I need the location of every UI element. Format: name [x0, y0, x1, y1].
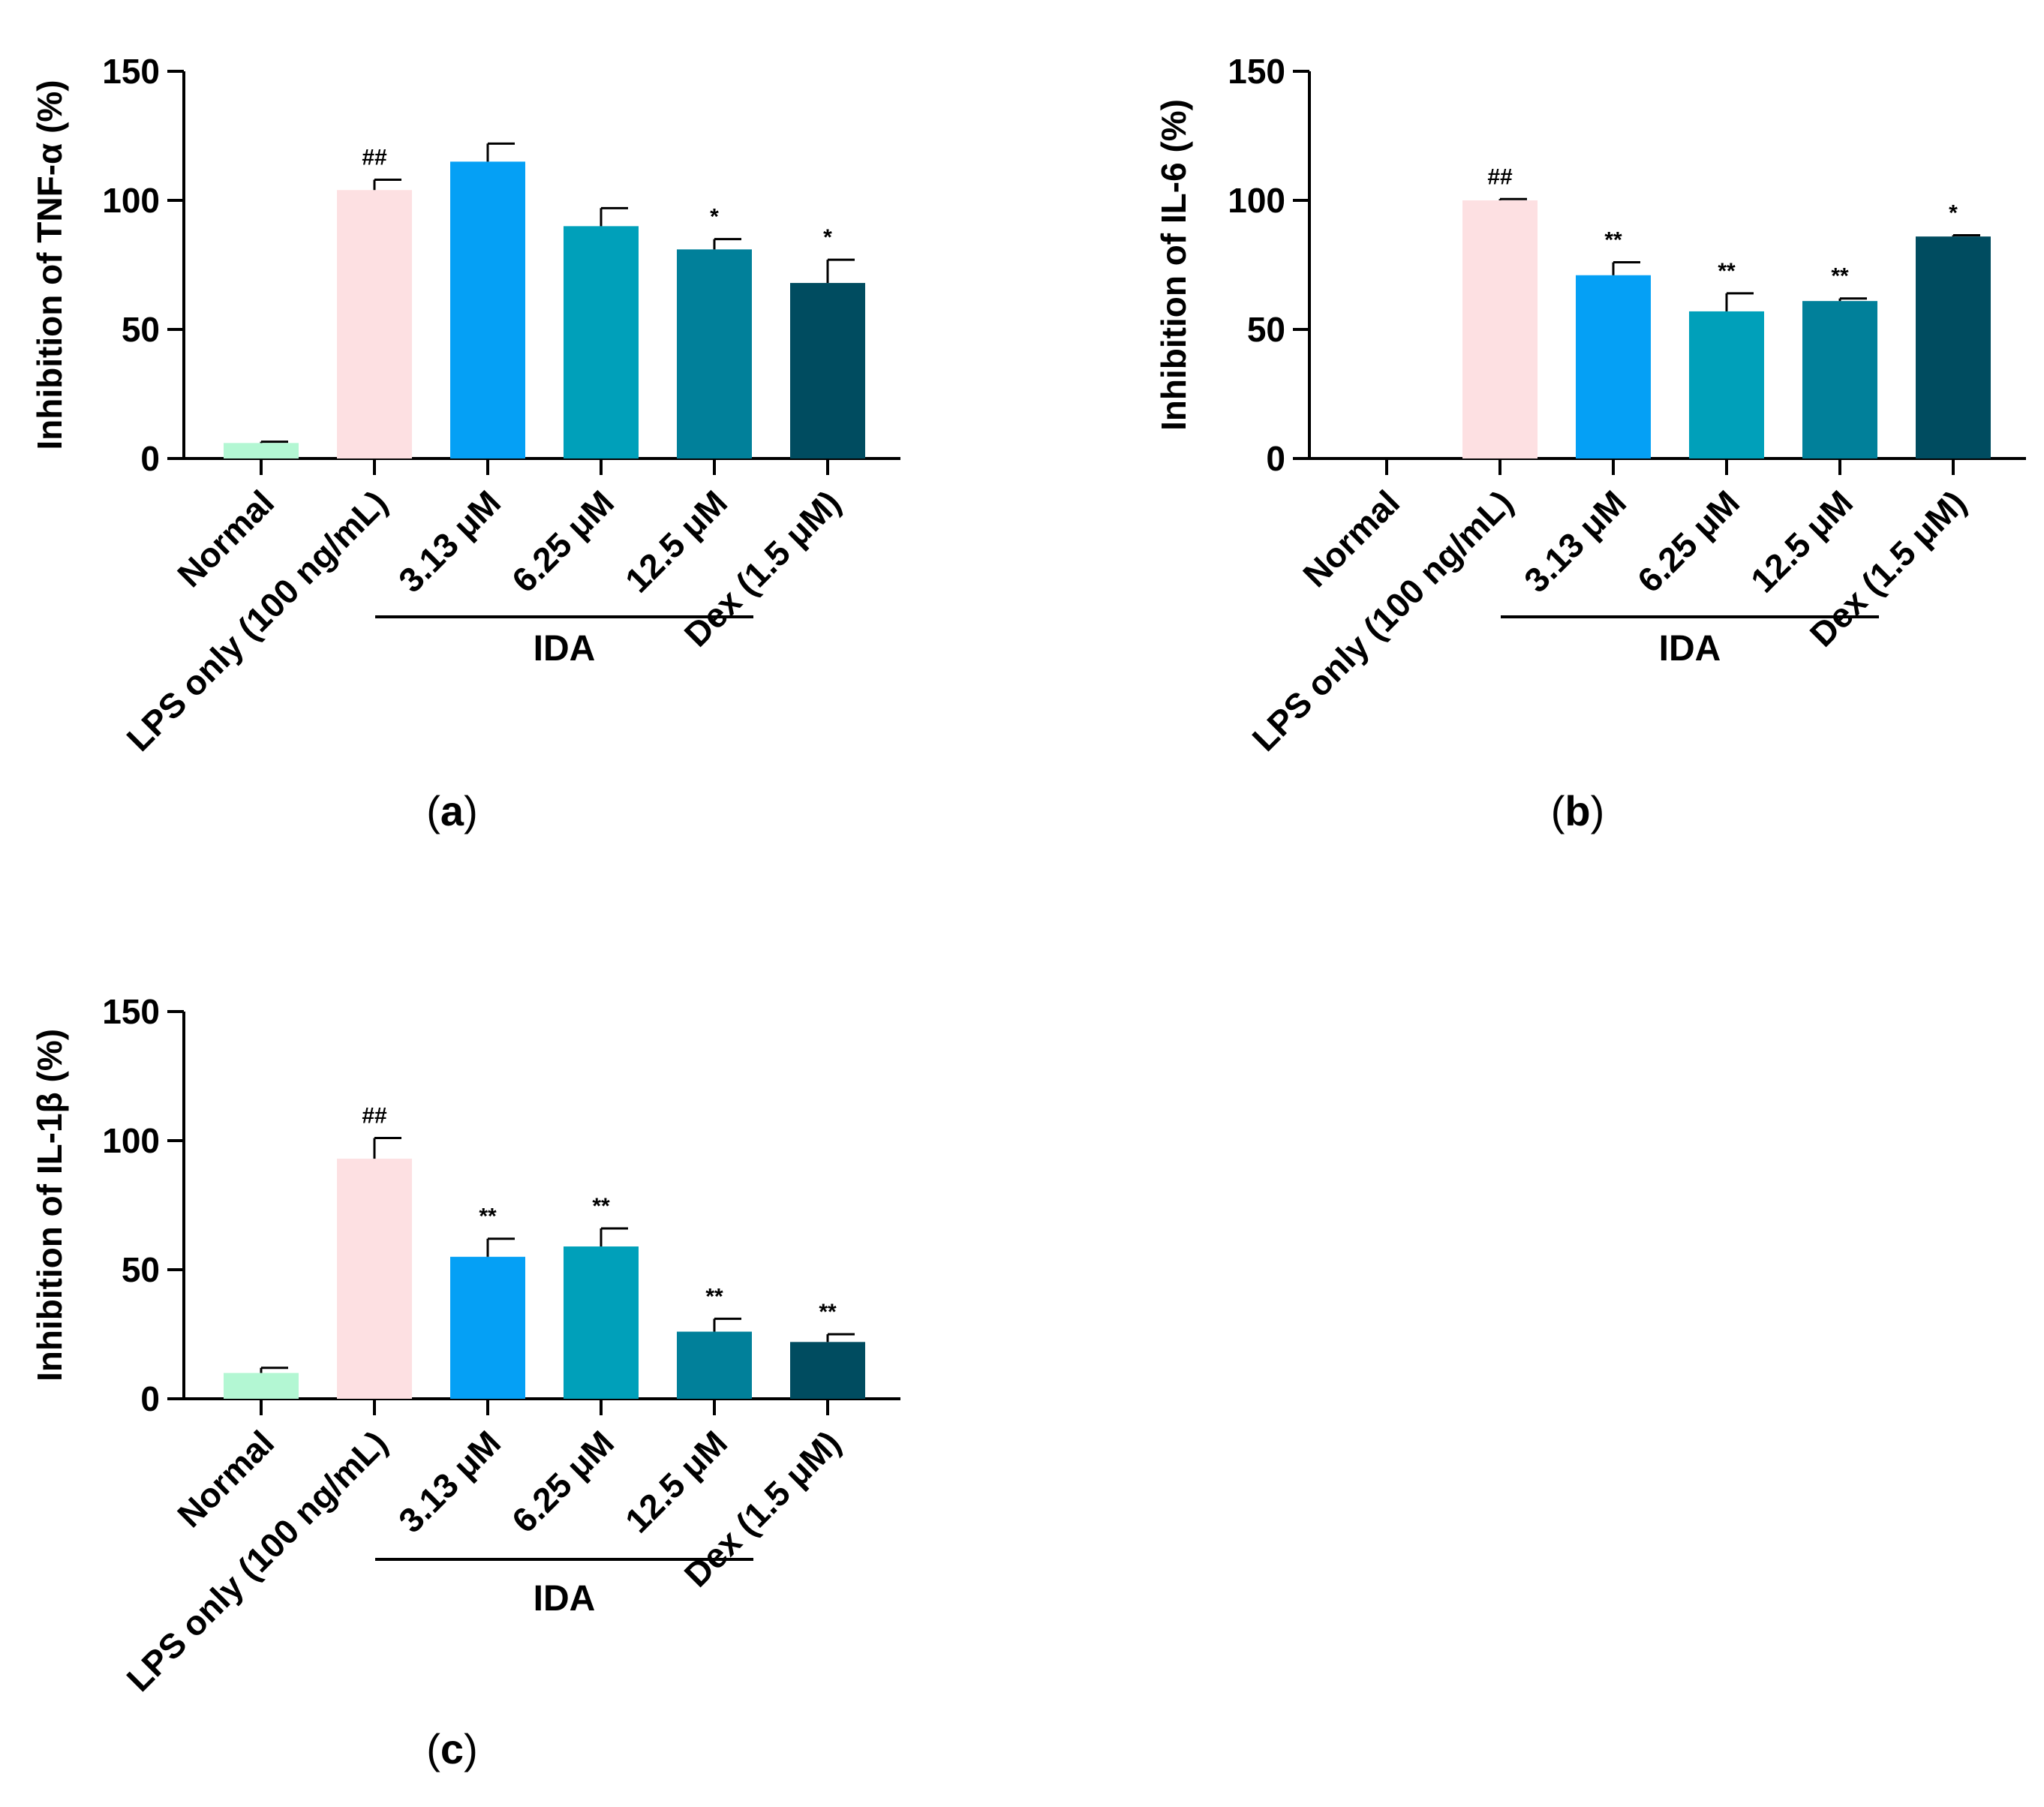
y-tick-label: 100 — [102, 181, 160, 220]
bar — [564, 226, 639, 459]
group-label: IDA — [534, 1579, 596, 1619]
panel-label: (b) — [1551, 787, 1605, 834]
chart-panel-c: 0 50 100 150 Inhibition of IL-1β (%) Normal ##… — [30, 992, 900, 1772]
y-tick-label: 50 — [122, 310, 160, 349]
significance-marker: ** — [479, 1204, 497, 1229]
y-axis-label: Inhibition of TNF-α (%) — [30, 80, 69, 449]
category-label: 6.25 μM — [1630, 483, 1747, 600]
panel-label: (c) — [426, 1725, 477, 1772]
y-tick-label: 150 — [102, 52, 160, 91]
y-tick-label: 0 — [140, 439, 160, 478]
bar — [1576, 275, 1651, 459]
bar — [224, 443, 299, 459]
panel-label-close: ) — [464, 787, 478, 834]
significance-marker: ** — [1831, 264, 1849, 289]
bar — [1802, 301, 1877, 459]
significance-marker: ** — [705, 1284, 723, 1309]
bar — [1916, 236, 1991, 459]
significance-marker: * — [710, 205, 719, 230]
bar — [1462, 200, 1538, 459]
panel-label-letter: a — [440, 787, 464, 834]
category-label: Normal — [170, 1423, 281, 1535]
category-label: 3.13 μM — [391, 1423, 508, 1540]
category-label: 3.13 μM — [391, 483, 508, 600]
panel-label-open: ( — [426, 787, 440, 834]
category-label: 6.25 μM — [504, 483, 621, 600]
y-tick-label: 0 — [1266, 439, 1285, 478]
bar — [790, 1342, 865, 1399]
group-label: IDA — [1659, 629, 1721, 669]
significance-marker: ## — [1487, 164, 1513, 189]
bar — [450, 1256, 525, 1399]
y-tick-label: 150 — [1228, 52, 1285, 91]
bar — [450, 161, 525, 459]
category-label: Normal — [1295, 483, 1407, 594]
bar — [564, 1246, 639, 1399]
significance-marker: ## — [362, 145, 387, 170]
category-label: 6.25 μM — [504, 1423, 621, 1540]
panel-label-close: ) — [1591, 787, 1605, 834]
y-tick-label: 100 — [102, 1121, 160, 1160]
significance-marker: ** — [592, 1194, 610, 1219]
bar — [337, 1159, 412, 1399]
panel-label-letter: b — [1565, 787, 1590, 834]
y-tick-label: 50 — [1247, 310, 1285, 349]
y-axis-label: Inhibition of IL-1β (%) — [30, 1029, 69, 1382]
category-label: 12.5 μM — [618, 1423, 735, 1540]
significance-marker: ** — [819, 1300, 837, 1324]
bar — [790, 283, 865, 459]
significance-marker: ## — [362, 1104, 387, 1129]
category-label: 12.5 μM — [618, 483, 735, 600]
panel-label-close: ) — [464, 1725, 478, 1772]
y-tick-label: 150 — [102, 992, 160, 1031]
bar — [224, 1373, 299, 1399]
significance-marker: * — [1949, 200, 1958, 225]
bar — [677, 1331, 752, 1399]
y-axis-label: Inhibition of IL-6 (%) — [1154, 99, 1193, 431]
chart-panel-a: 0 50 100 150 Inhibition of TNF-α (%) Normal ##… — [30, 52, 900, 834]
group-label: IDA — [534, 629, 596, 669]
panel-label-letter: c — [440, 1725, 464, 1772]
bar — [337, 190, 412, 459]
panel-label: (a) — [426, 787, 477, 834]
y-tick-label: 100 — [1228, 181, 1285, 220]
bar — [677, 249, 752, 459]
bar — [1689, 311, 1764, 459]
panel-label-open: ( — [1551, 787, 1565, 834]
significance-marker: ** — [1718, 259, 1736, 284]
y-tick-label: 50 — [122, 1250, 160, 1289]
significance-marker: * — [823, 225, 832, 250]
y-tick-label: 0 — [140, 1379, 160, 1418]
panel-label-open: ( — [426, 1725, 440, 1772]
category-label: 3.13 μM — [1516, 483, 1634, 600]
category-label: 12.5 μM — [1743, 483, 1860, 600]
significance-marker: ** — [1604, 228, 1622, 253]
category-label: Normal — [170, 483, 281, 594]
